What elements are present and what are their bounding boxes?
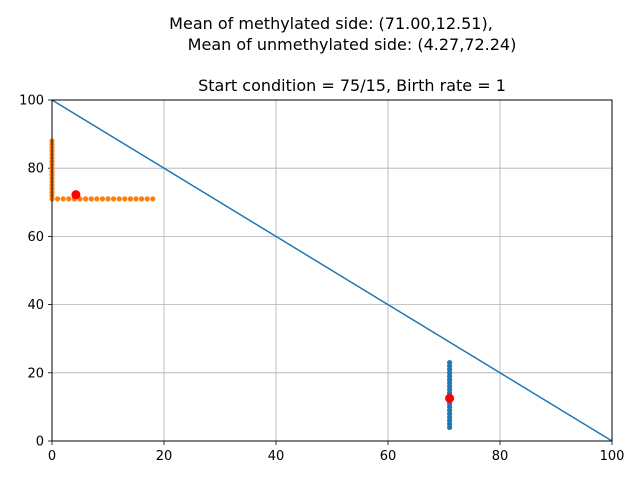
y-tick-label-2: 40 — [27, 298, 44, 313]
unmethylated-point-26 — [99, 196, 105, 202]
axis-ticks: 0 20 40 60 80 100 0 20 40 60 80 100 — [19, 94, 624, 465]
y-tick-label-4: 80 — [27, 162, 44, 177]
x-tick-label-3: 60 — [380, 449, 397, 464]
unmethylated-point-34 — [144, 196, 150, 202]
title-line-1: Mean of methylated side: (71.00,12.51), — [169, 14, 493, 33]
title-line-3: Start condition = 75/15, Birth rate = 1 — [198, 76, 506, 95]
unmethylated-point-35 — [150, 196, 156, 202]
unmethylated-point-18 — [55, 196, 61, 202]
x-tick-label-5: 100 — [600, 449, 625, 464]
unmethylated-point-33 — [139, 196, 145, 202]
unmethylated-point-23 — [83, 196, 89, 202]
y-tick-label-5: 100 — [19, 94, 44, 109]
unmethylated-point-19 — [60, 196, 66, 202]
x-tick-label-0: 0 — [48, 449, 56, 464]
x-tick-label-1: 20 — [156, 449, 173, 464]
mean-point-1 — [71, 190, 81, 200]
axes-frame — [51, 99, 613, 442]
x-tick-label-4: 80 — [492, 449, 509, 464]
unmethylated-point-30 — [122, 196, 128, 202]
unmethylated-point-20 — [66, 196, 72, 202]
y-tick-label-1: 20 — [27, 366, 44, 381]
diagonal-line — [51, 99, 613, 442]
unmethylated-point-24 — [88, 196, 94, 202]
unmethylated-point-28 — [111, 196, 117, 202]
y-tick-label-0: 0 — [36, 435, 44, 450]
unmethylated-point-29 — [116, 196, 122, 202]
plot-area — [49, 99, 613, 442]
y-tick-label-3: 60 — [27, 230, 44, 245]
mean-point-0 — [445, 393, 455, 403]
title-line-2: Mean of unmethylated side: (4.27,72.24) — [188, 35, 517, 54]
unmethylated-point-32 — [133, 196, 139, 202]
methylated-point-19 — [447, 359, 453, 366]
x-tick-label-2: 40 — [268, 449, 285, 464]
unmethylated-point-25 — [94, 196, 100, 202]
unmethylated-point-27 — [105, 196, 111, 202]
unmethylated-point-31 — [127, 196, 133, 202]
